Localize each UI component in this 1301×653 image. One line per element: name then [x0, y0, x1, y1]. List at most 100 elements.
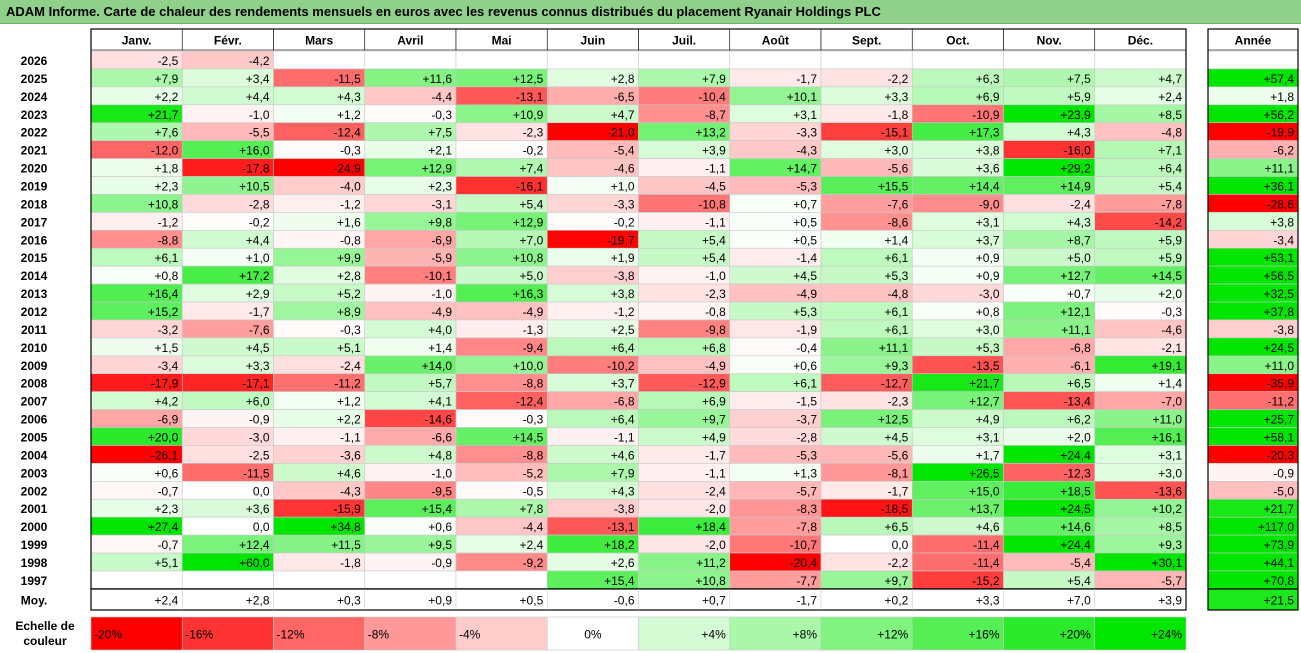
year-total-value: -11,2 [1268, 395, 1295, 409]
year-total-value: +3,8 [1270, 215, 1294, 229]
average-value: +0,3 [337, 594, 361, 608]
average-value: +0,7 [702, 594, 726, 608]
cell-value: -7,7 [796, 574, 817, 588]
cell-value: +12,1 [1060, 305, 1091, 319]
cell-value: +0,8 [155, 269, 179, 283]
scale-swatch [638, 616, 731, 651]
cell-value: +20,0 [148, 430, 179, 444]
cell-value: +0,6 [428, 520, 452, 534]
scale-value: +16% [968, 628, 999, 642]
cell-value: -5,6 [888, 162, 909, 176]
cell-value: +10,2 [1152, 502, 1183, 516]
average-value: +2,8 [246, 594, 270, 608]
cell-value: -1,1 [705, 466, 726, 480]
month-header: Sept. [852, 34, 881, 48]
cell-value: -6,6 [431, 430, 452, 444]
cell-value: +3,8 [976, 144, 1000, 158]
cell-value: -1,3 [523, 323, 544, 337]
cell-value: +3,7 [611, 377, 635, 391]
cell-value: 0,0 [892, 538, 909, 552]
cell-value: +23,9 [1060, 108, 1091, 122]
cell-value: +2,2 [337, 413, 361, 427]
cell-value: -7,6 [888, 197, 909, 211]
cell-value: -17,9 [151, 377, 179, 391]
cell-value: -5,7 [796, 484, 817, 498]
cell-value: +6,9 [976, 90, 1000, 104]
cell-value: -12,9 [698, 377, 726, 391]
cell-value: -1,2 [340, 197, 361, 211]
cell-value: +1,4 [1158, 377, 1182, 391]
cell-value: -7,8 [796, 520, 817, 534]
cell-value: -1,7 [796, 72, 817, 86]
row-year-label: 2014 [21, 269, 48, 283]
cell-value: -9,2 [523, 556, 544, 570]
cell-value: +3,1 [976, 215, 1000, 229]
cell-value: +5,0 [1067, 251, 1091, 265]
year-total-value: -3,4 [1273, 233, 1294, 247]
row-year-label: 2023 [21, 108, 48, 122]
cell-value: +24,5 [1060, 502, 1091, 516]
cell-value: -15,2 [972, 574, 1000, 588]
cell-value: -0,2 [523, 144, 544, 158]
row-year-label: 2025 [21, 72, 48, 86]
scale-value: +20% [1060, 628, 1091, 642]
cell-value: +1,0 [611, 179, 635, 193]
cell-value: -15,9 [333, 502, 361, 516]
cell-value: -3,0 [249, 430, 270, 444]
cell-value: -3,8 [614, 502, 635, 516]
year-total-value: +11,0 [1265, 359, 1295, 373]
cell-value: -0,8 [705, 305, 726, 319]
cell-value: +1,9 [611, 251, 635, 265]
cell-value: +3,3 [246, 359, 270, 373]
scale-label: couleur [23, 634, 67, 648]
average-label: Moy. [21, 594, 47, 608]
cell-value: +6,5 [885, 520, 909, 534]
year-total-value: +70,8 [1264, 574, 1295, 588]
cell-value: -10,8 [698, 197, 726, 211]
cell-value: -3,4 [158, 359, 179, 373]
cell-value: -1,1 [705, 215, 726, 229]
cell-value: -3,3 [614, 197, 635, 211]
cell-value: -5,3 [796, 448, 817, 462]
cell-value: +10,8 [695, 574, 726, 588]
cell-value: -7,8 [1161, 197, 1182, 211]
scale-value: -20% [94, 628, 122, 642]
row-year-label: 2021 [21, 144, 48, 158]
cell-value: +1,2 [337, 395, 361, 409]
cell-value: -5,4 [1070, 556, 1091, 570]
cell-value: -1,7 [705, 448, 726, 462]
cell-value: +14,6 [1060, 520, 1091, 534]
average-value: +7,0 [1067, 594, 1091, 608]
cell-value: -13,4 [1063, 395, 1091, 409]
cell-value: +3,6 [246, 502, 270, 516]
average-value: +0,2 [885, 594, 909, 608]
cell-value: +6,0 [246, 395, 270, 409]
cell-value: -10,2 [607, 359, 635, 373]
cell-value: -5,3 [796, 179, 817, 193]
average-value: -1,7 [796, 594, 817, 608]
cell-value: -4,9 [523, 305, 544, 319]
cell-value: -2,0 [705, 502, 726, 516]
scale-label: Echelle de [15, 619, 75, 633]
heatmap-cell [638, 50, 731, 70]
cell-value: -1,1 [705, 162, 726, 176]
cell-value: +11,5 [331, 538, 361, 552]
cell-value: +4,0 [428, 323, 452, 337]
cell-value: +60,0 [239, 556, 270, 570]
row-year-label: 2003 [21, 466, 48, 480]
cell-value: +10,8 [148, 197, 179, 211]
row-year-label: 2002 [21, 484, 48, 498]
cell-value: -3,0 [979, 287, 1000, 301]
cell-value: +0,5 [793, 233, 817, 247]
month-header: Août [762, 34, 789, 48]
cell-value: +1,6 [337, 215, 361, 229]
year-total-value: +57,4 [1264, 72, 1295, 86]
cell-value: -9,4 [523, 341, 544, 355]
cell-value: -5,2 [523, 466, 544, 480]
cell-value: +6,4 [1158, 162, 1182, 176]
cell-value: +2,8 [337, 269, 361, 283]
cell-value: -8,6 [888, 215, 909, 229]
cell-value: +14,0 [422, 359, 453, 373]
cell-value: +7,0 [520, 233, 544, 247]
cell-value: +3,7 [976, 233, 1000, 247]
